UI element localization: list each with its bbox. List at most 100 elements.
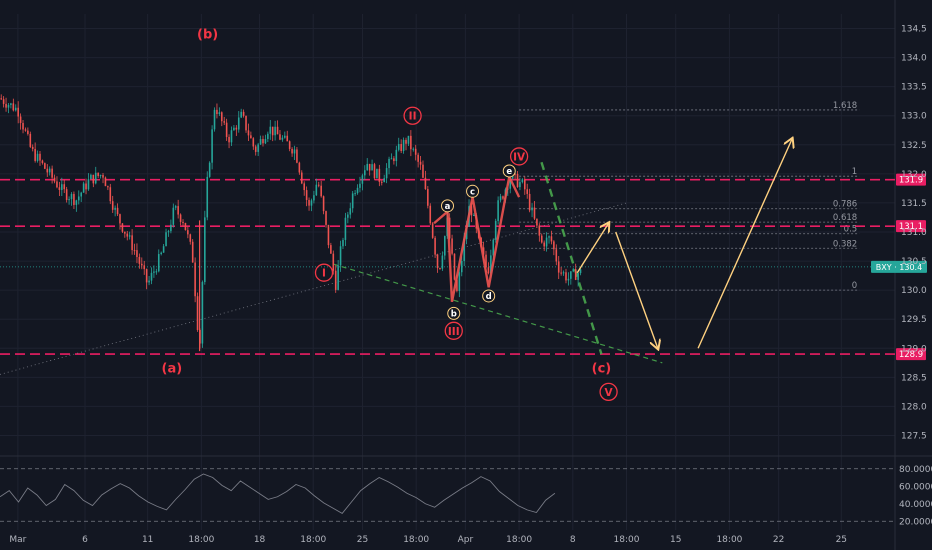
candle-body [128,235,131,237]
candle-body [313,195,315,201]
candle-body [431,223,434,238]
candle-body [509,178,512,189]
x-tick-label: 18:00 [188,535,214,545]
candle-body [126,233,129,237]
candle-body [94,172,97,184]
candle-body [393,158,395,162]
y-tick-label: 130.0 [901,286,927,296]
candle-body [104,177,107,187]
x-tick-label: Apr [458,535,474,545]
candle-body [145,269,148,283]
subwave-label: c [470,187,475,197]
subwave-label-circle [482,289,496,303]
candle-body [53,177,56,182]
candle-body [102,175,104,178]
oscillator-tick-label: 80.0000 [899,465,932,475]
fib-label: 0.5 [844,225,858,235]
candle-body [344,217,347,240]
candle-body [119,214,121,224]
candle-body [388,158,390,169]
candle-body [298,162,301,173]
wave-label-circle [403,106,422,125]
candle-body [191,241,194,263]
candle-body [560,272,562,274]
candle-body [519,182,521,188]
candle-body [555,249,558,262]
candle-body [565,272,567,281]
x-tick-label: 25 [357,535,368,545]
subwave-label-circle [502,164,516,178]
candle-body [371,164,373,171]
x-tick-label: 18 [254,535,266,545]
candle-body [80,192,83,197]
candle-body [499,196,502,201]
candle-body [368,163,371,171]
candle-body [41,160,44,164]
x-tick-label: 8 [570,535,576,545]
y-tick-label: 128.5 [901,373,927,383]
subwave-label: a [445,202,451,212]
candle-body [359,183,361,188]
price-level-label: 131.1 [899,222,923,232]
candle-body [395,149,398,162]
candle-body [111,201,114,210]
candle-body [364,170,366,176]
candle-body [526,189,529,194]
candle-body [448,217,451,239]
candle-body [443,236,446,256]
y-tick-label: 132.5 [901,141,927,151]
candle-body [208,162,211,177]
candle-body [213,109,216,130]
subwave-label: e [506,167,512,177]
candle-body [373,164,376,179]
wave-label: V [605,387,614,399]
candle-body [538,225,541,236]
candle-body [487,267,490,274]
y-tick-label: 133.0 [901,112,927,122]
candle-body [157,254,160,272]
candle-body [473,214,475,216]
price-level-label: 131.9 [899,176,923,186]
candle-body [380,181,383,183]
candle-body [259,139,262,145]
candle-body [153,271,155,273]
candle-body [482,247,485,255]
candle-body [540,235,543,243]
candle-body [31,146,34,149]
candle-body [63,184,66,190]
candle-body [284,135,286,138]
candle-body [46,168,49,173]
candle-body [567,278,570,281]
projection-arrow [615,231,658,348]
candle-body [557,261,560,273]
candle-body [497,200,499,221]
candle-body [271,126,274,136]
candle-body [342,239,344,247]
candle-body [390,158,393,160]
wave-label: III [448,326,460,338]
price-level-badge [896,220,926,233]
candle-body [460,260,463,273]
candle-body [131,235,133,251]
candle-body [124,231,126,234]
candle-body [70,194,73,200]
dotted-trendline [0,202,627,375]
y-tick-label: 132.0 [901,170,927,180]
candle-body [99,175,102,177]
oscillator-tick-label: 20.0000 [899,517,932,527]
candle-body [114,207,116,210]
candle-body [300,172,303,184]
candle-body [317,184,320,186]
candle-body [230,130,233,143]
candle-body [138,256,141,264]
candle-body [90,174,92,180]
candle-body [451,238,453,254]
candle-body [218,112,221,115]
candle-body [533,207,536,219]
candle-body [143,265,146,270]
y-tick-label: 131.5 [901,199,927,209]
candle-body [276,126,279,135]
candle-body [402,139,405,152]
candle-body [383,178,385,183]
candle-body [228,136,230,143]
